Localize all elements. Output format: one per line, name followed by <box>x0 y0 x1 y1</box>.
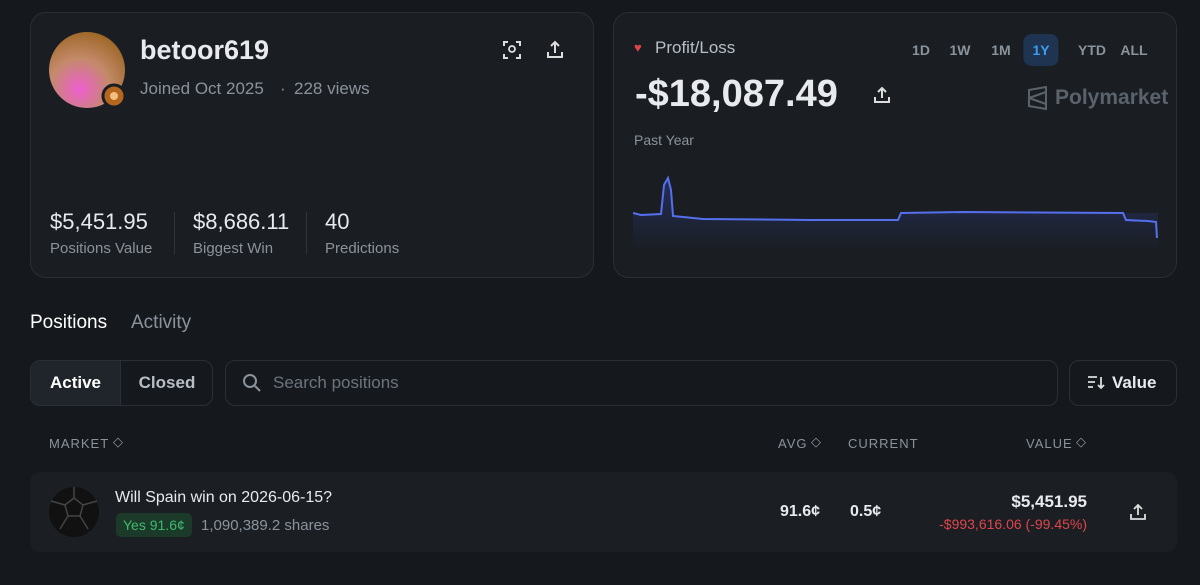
shares: 1,090,389.2 shares <box>201 517 330 534</box>
filter-group <box>30 360 213 406</box>
sort-caret: ◇ <box>1076 434 1086 449</box>
sort-button[interactable] <box>1069 360 1177 406</box>
sort-caret: ◇ <box>113 434 123 449</box>
market-icon <box>49 487 99 537</box>
profile-card <box>30 12 594 278</box>
stat-value: 40 <box>325 209 350 234</box>
pnl: -$993,616.06 (-99.45%) <box>939 516 1087 532</box>
scan-button[interactable] <box>502 40 522 60</box>
search-icon <box>243 374 261 392</box>
header-avg[interactable]: AVG <box>778 436 808 451</box>
current: 0.5¢ <box>850 503 882 520</box>
value: $5,451.95 <box>1011 492 1087 511</box>
username: betoor619 <box>140 35 270 65</box>
tab[interactable]: Positions <box>30 312 108 333</box>
views: 228 views <box>294 79 370 98</box>
stat-label: Biggest Win <box>193 240 274 257</box>
avatar <box>49 32 127 109</box>
period-button[interactable]: 1W <box>949 42 971 58</box>
sort-icon <box>1088 376 1105 390</box>
market-title[interactable]: Will Spain win on 2026-06-15? <box>115 489 333 506</box>
period-button[interactable]: 1M <box>991 42 1011 58</box>
stat-label: Positions Value <box>50 240 153 257</box>
divider <box>306 212 307 254</box>
avg: 91.6¢ <box>779 503 820 520</box>
brand: Polymarket <box>1055 86 1169 109</box>
period-button[interactable]: 1D <box>912 42 930 58</box>
header-current: CURRENT <box>848 436 919 451</box>
search-placeholder: Search positions <box>273 373 399 392</box>
sort-label: Value <box>1112 373 1157 392</box>
search-box[interactable] <box>225 360 1058 406</box>
period-button[interactable]: 1Y <box>1023 34 1059 66</box>
stat-value: $5,451.95 <box>50 209 148 234</box>
filter-button[interactable]: Active <box>31 361 121 405</box>
joined: Joined Oct 2025 <box>140 79 264 98</box>
header-value[interactable]: VALUE <box>1026 436 1073 451</box>
separator: · <box>280 79 286 98</box>
divider <box>174 212 175 254</box>
brand-logo <box>1028 86 1047 110</box>
filter-button[interactable]: Closed <box>138 373 196 392</box>
share-position[interactable] <box>1130 504 1146 520</box>
sort-caret: ◇ <box>811 434 821 449</box>
share-button[interactable] <box>545 40 565 60</box>
pnl-title: Profit/Loss <box>655 38 736 57</box>
heart-icon: ♥ <box>634 40 642 55</box>
share-pnl[interactable] <box>873 86 891 104</box>
position-row[interactable] <box>30 472 1177 552</box>
pnl-sparkline <box>633 175 1158 250</box>
header-market[interactable]: MARKET <box>49 436 110 451</box>
tab[interactable]: Activity <box>131 312 192 333</box>
period-button[interactable]: ALL <box>1120 42 1148 58</box>
period-button[interactable]: YTD <box>1078 42 1106 58</box>
range-label: Past Year <box>634 132 694 148</box>
stat-label: Predictions <box>325 240 400 257</box>
outcome-badge: Yes 91.6¢ <box>116 513 192 537</box>
pnl-amount: -$18,087.49 <box>635 73 838 115</box>
stat-value: $8,686.11 <box>193 209 290 234</box>
